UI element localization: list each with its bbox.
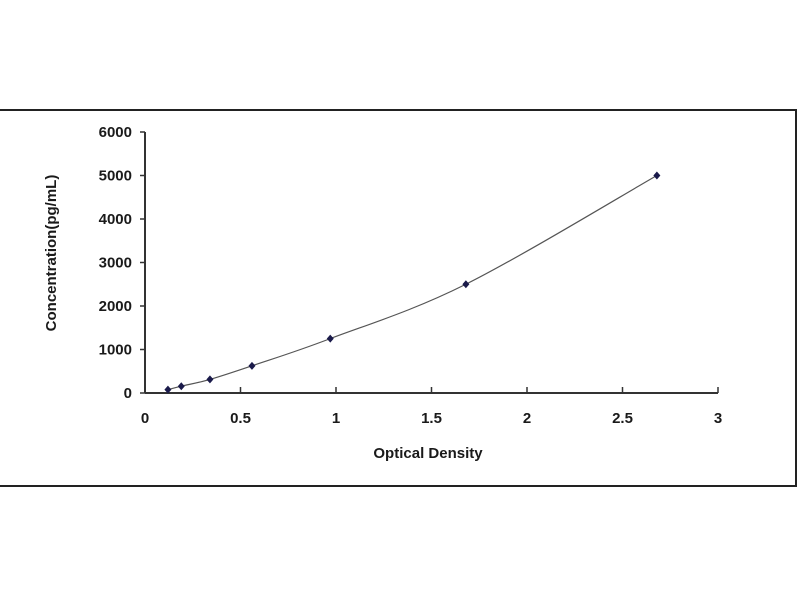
fit-curve	[167, 174, 658, 391]
data-point	[326, 334, 334, 343]
data-point	[653, 171, 661, 180]
x-tick-label: 0.5	[230, 410, 251, 427]
data-point	[177, 382, 185, 391]
x-tick-label: 2.5	[612, 410, 633, 427]
y-tick-label: 4000	[99, 211, 132, 228]
data-point	[248, 361, 256, 370]
x-tick-label: 1	[332, 410, 340, 427]
y-tick-label: 0	[124, 385, 132, 402]
x-tick-label: 2	[523, 410, 531, 427]
y-tick-label: 5000	[99, 168, 132, 185]
y-tick-label: 6000	[99, 124, 132, 141]
data-point	[164, 385, 172, 394]
x-tick-label: 0	[141, 410, 149, 427]
x-tick-label: 3	[714, 410, 722, 427]
y-tick-label: 3000	[99, 255, 132, 272]
chart-frame	[0, 109, 797, 487]
y-tick-label: 1000	[99, 342, 132, 359]
x-tick-label: 1.5	[421, 410, 442, 427]
data-point	[206, 375, 214, 384]
y-tick-label: 2000	[99, 298, 132, 315]
y-axis-label: Concentration(pg/mL)	[43, 175, 60, 332]
data-point	[462, 280, 470, 289]
x-axis-label: Optical Density	[373, 445, 483, 462]
